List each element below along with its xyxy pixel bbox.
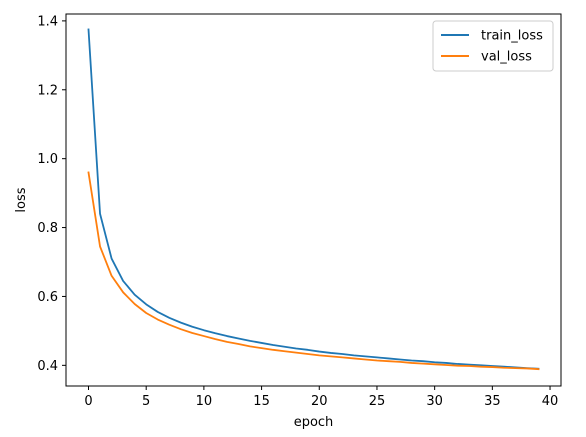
series-line-train-loss xyxy=(87,28,540,370)
y-axis-ticks: 0.4 0.6 0.8 1.0 1.2 1.4 xyxy=(37,14,66,374)
x-tick-label: 25 xyxy=(369,394,386,409)
y-tick-label: 0.8 xyxy=(37,221,58,236)
y-tick-label: 0.6 xyxy=(37,290,58,305)
series-lines xyxy=(87,28,540,371)
x-tick-label: 30 xyxy=(426,394,443,409)
y-tick-label: 1.0 xyxy=(37,152,58,167)
legend-box xyxy=(432,20,554,72)
y-tick-label: 0.4 xyxy=(37,359,58,374)
legend-label-val-loss: val_loss xyxy=(481,50,532,65)
x-tick-label: 35 xyxy=(484,394,501,409)
axes-frame xyxy=(65,13,562,387)
legend: train_loss val_loss xyxy=(432,20,554,72)
x-tick-label: 0 xyxy=(84,394,92,409)
x-tick-label: 5 xyxy=(142,394,150,409)
series-line-val-loss xyxy=(87,171,540,371)
x-tick-label: 15 xyxy=(253,394,270,409)
x-tick-label: 20 xyxy=(311,394,328,409)
legend-label-train-loss: train_loss xyxy=(481,29,543,44)
y-tick-label: 1.4 xyxy=(37,14,58,29)
x-tick-label: 40 xyxy=(542,394,559,409)
x-axis-label: epoch xyxy=(294,415,334,430)
y-axis-label: loss xyxy=(14,187,29,212)
y-tick-label: 1.2 xyxy=(37,83,58,98)
x-axis-ticks: 0 5 10 15 20 25 30 35 40 xyxy=(84,386,558,409)
x-tick-label: 10 xyxy=(196,394,213,409)
